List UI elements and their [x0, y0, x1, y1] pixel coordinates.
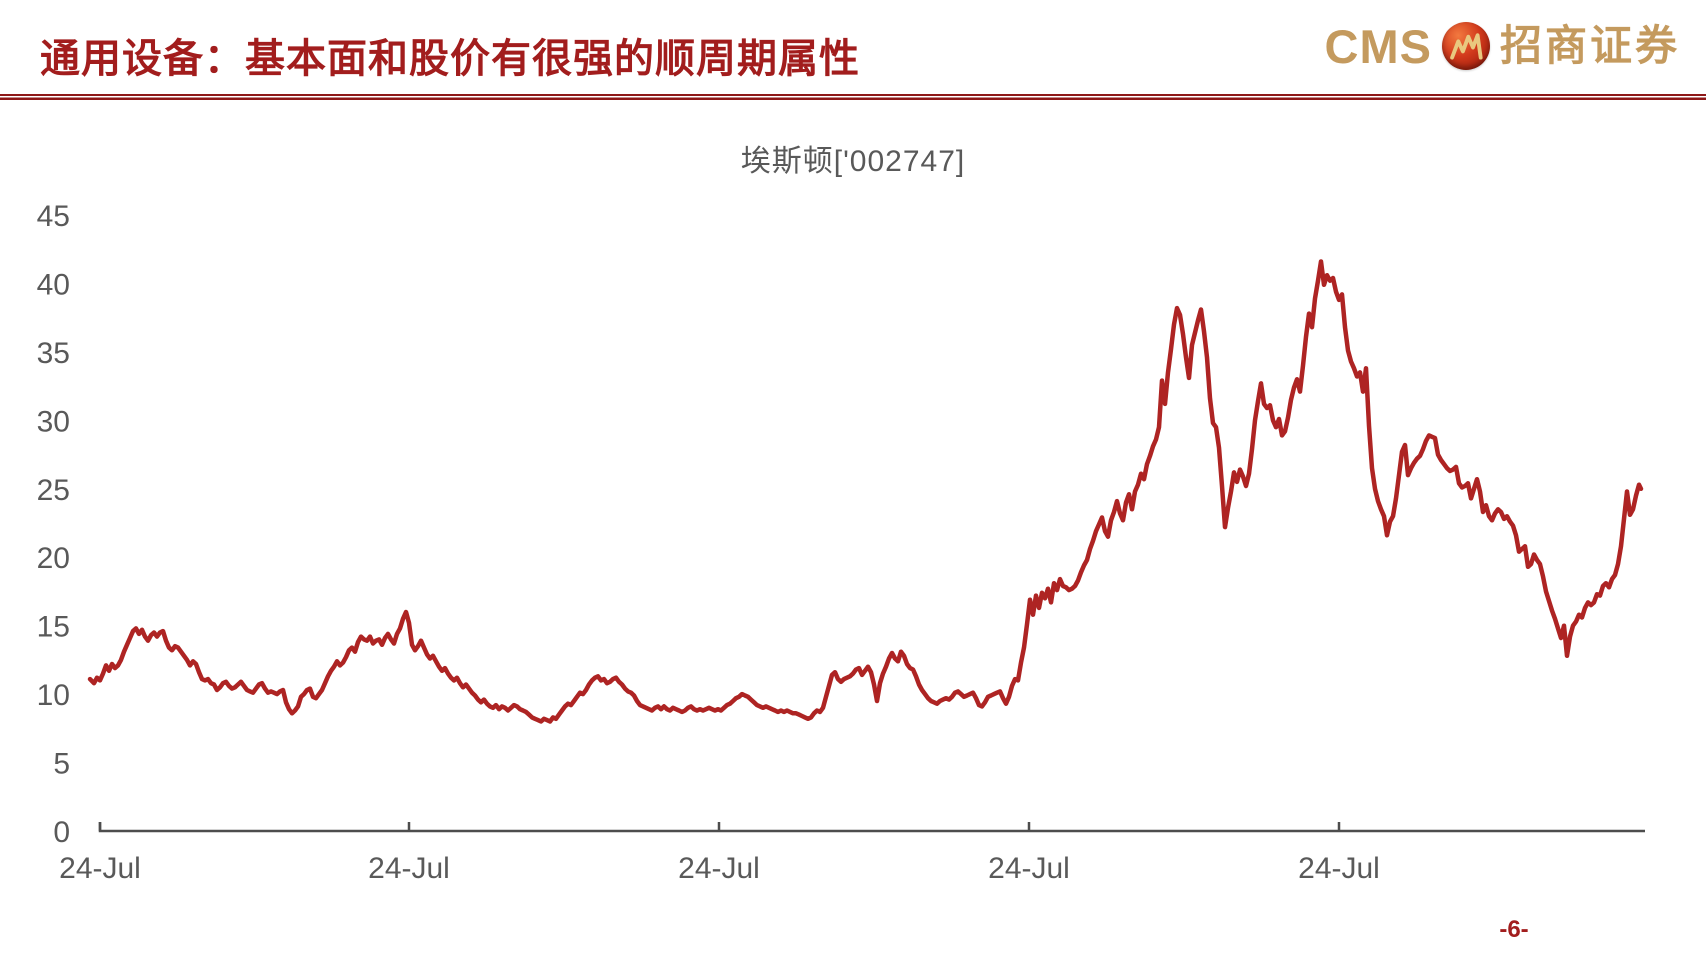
page-number: -6-: [1499, 916, 1529, 943]
cms-logo-chinese-text: 招商证券: [1499, 22, 1680, 69]
header-divider: [0, 94, 1706, 100]
y-tick-label: 5: [53, 748, 70, 781]
x-axis: [98, 822, 1645, 833]
x-tick-label: 24-Jul: [678, 852, 760, 885]
chart-title: 埃斯顿['002747]: [740, 145, 966, 178]
y-tick-label: 45: [37, 200, 70, 233]
y-tick-label: 35: [37, 337, 70, 370]
cms-logo-text: CMS: [1324, 19, 1432, 73]
y-tick-label: 30: [37, 405, 70, 438]
page-title: 通用设备：基本面和股价有很强的顺周期属性: [40, 37, 860, 81]
cms-logo: CMS 招商证券: [1325, 22, 1680, 70]
y-tick-label: 0: [53, 816, 70, 849]
x-tick-label: 24-Jul: [1298, 852, 1380, 885]
mountain-m-icon: [1450, 33, 1483, 60]
price-line: [87, 259, 1644, 724]
x-tick-label: 24-Jul: [988, 852, 1070, 885]
y-tick-label: 10: [37, 679, 70, 712]
y-tick-label: 15: [37, 611, 70, 644]
x-tick-label: 24-Jul: [59, 852, 141, 885]
y-tick-label: 20: [37, 542, 70, 575]
y-tick-label: 40: [37, 268, 70, 301]
cms-logo-badge-icon: [1441, 22, 1490, 70]
x-tick-label: 24-Jul: [368, 852, 450, 885]
y-tick-label: 25: [37, 474, 70, 507]
